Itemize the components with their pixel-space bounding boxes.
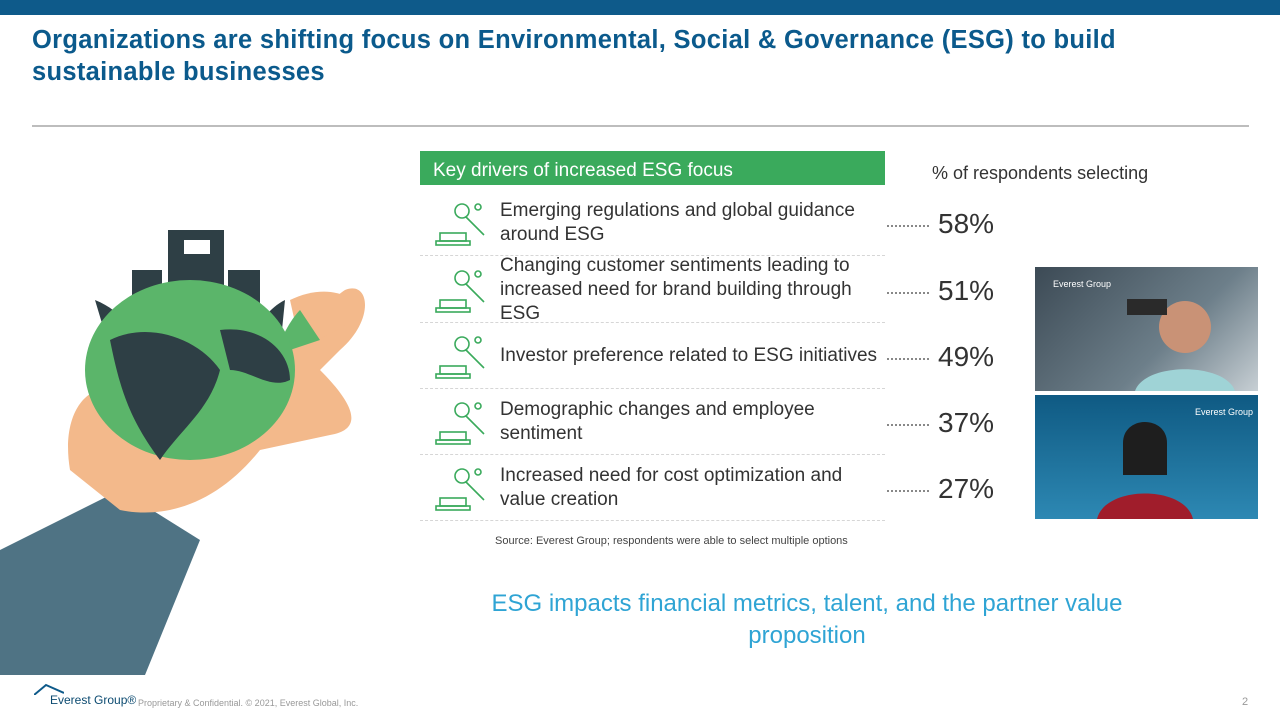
row-icon [435, 270, 485, 313]
row-value: 58% [938, 208, 995, 239]
row-value: 37% [938, 407, 995, 438]
row-label: Emerging regulations and global guidance… [500, 199, 855, 245]
footer-logo: Everest Group® [50, 693, 137, 707]
footer-legal: Proprietary & Confidential. © 2021, Ever… [138, 698, 359, 708]
tagline: ESG impacts financial metrics, talent, a… [491, 590, 1123, 649]
slide-title: Organizations are shifting focus on Envi… [32, 26, 1116, 86]
row-icon [435, 468, 485, 511]
row-label: Increased need for cost optimization and… [500, 464, 843, 510]
presenter [1097, 422, 1193, 519]
table-heading: Key drivers of increased ESG focus [433, 160, 733, 181]
source-note: Source: Everest Group; respondents were … [495, 535, 848, 547]
row-label: Changing customer sentiments leading to … [500, 254, 852, 324]
row-label: Investor preference related to ESG initi… [500, 344, 878, 366]
video-logo: Everest Group [1053, 279, 1112, 289]
table-heading-box [420, 151, 885, 185]
row-icon [435, 402, 485, 445]
divider [32, 125, 1249, 127]
video-tile: Everest Group [1035, 267, 1258, 391]
leader-line [887, 292, 929, 294]
table-row: Increased need for cost optimization and… [420, 455, 885, 521]
row-icon [435, 336, 485, 379]
top-bar [0, 0, 1280, 15]
leader-line [887, 490, 929, 492]
hand-globe-illustration [0, 230, 365, 675]
video-logo: Everest Group [1195, 407, 1254, 417]
page-number: 2 [1242, 696, 1249, 708]
logo-mark [34, 683, 64, 695]
row-icon [435, 203, 485, 246]
leader-line [887, 424, 929, 426]
row-value: 27% [938, 473, 995, 504]
table-row: Emerging regulations and global guidance… [420, 190, 885, 256]
row-value: 49% [938, 341, 995, 372]
presenter [1127, 299, 1235, 391]
row-value: 51% [938, 275, 995, 306]
table-row: Demographic changes and employee sentime… [420, 389, 885, 455]
leader-line [887, 225, 929, 227]
leader-line [887, 358, 929, 360]
table-row: Changing customer sentiments leading to … [420, 254, 885, 324]
row-label: Demographic changes and employee sentime… [500, 398, 815, 444]
table-row: Investor preference related to ESG initi… [420, 323, 885, 389]
column-heading: % of respondents selecting [932, 163, 1149, 183]
video-tile: Everest Group [1035, 395, 1258, 519]
